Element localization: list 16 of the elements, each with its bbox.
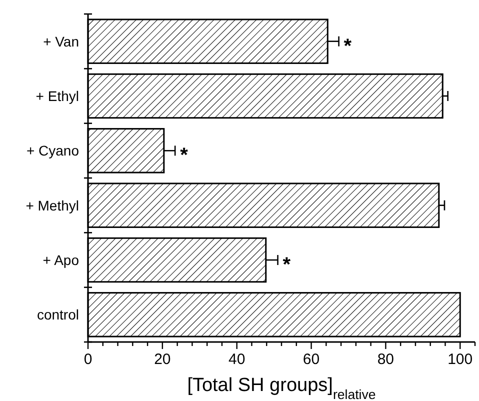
x-tick-label: 0 — [84, 351, 92, 368]
annotation: * — [282, 254, 291, 276]
x-tick-label: 40 — [228, 351, 246, 368]
annotation: * — [180, 144, 188, 167]
x-tick-label: 80 — [377, 351, 394, 368]
y-tick-label: + Cyano — [26, 142, 80, 159]
y-tick-label: + Apo — [42, 252, 80, 268]
y-tick-label: + Methyl — [26, 197, 79, 214]
annotation: * — [344, 35, 352, 58]
x-axis-title: [Total SH groups]$_{relative}$ — [187, 375, 376, 401]
x-tick-label: 20 — [154, 351, 171, 368]
y-tick-label: + Van — [43, 33, 79, 50]
y-tick-label: control — [36, 306, 79, 323]
y-tick-label: + Ethyl — [36, 88, 79, 104]
x-tick-label: 60 — [302, 351, 320, 368]
x-tick-label: 100 — [448, 351, 473, 368]
